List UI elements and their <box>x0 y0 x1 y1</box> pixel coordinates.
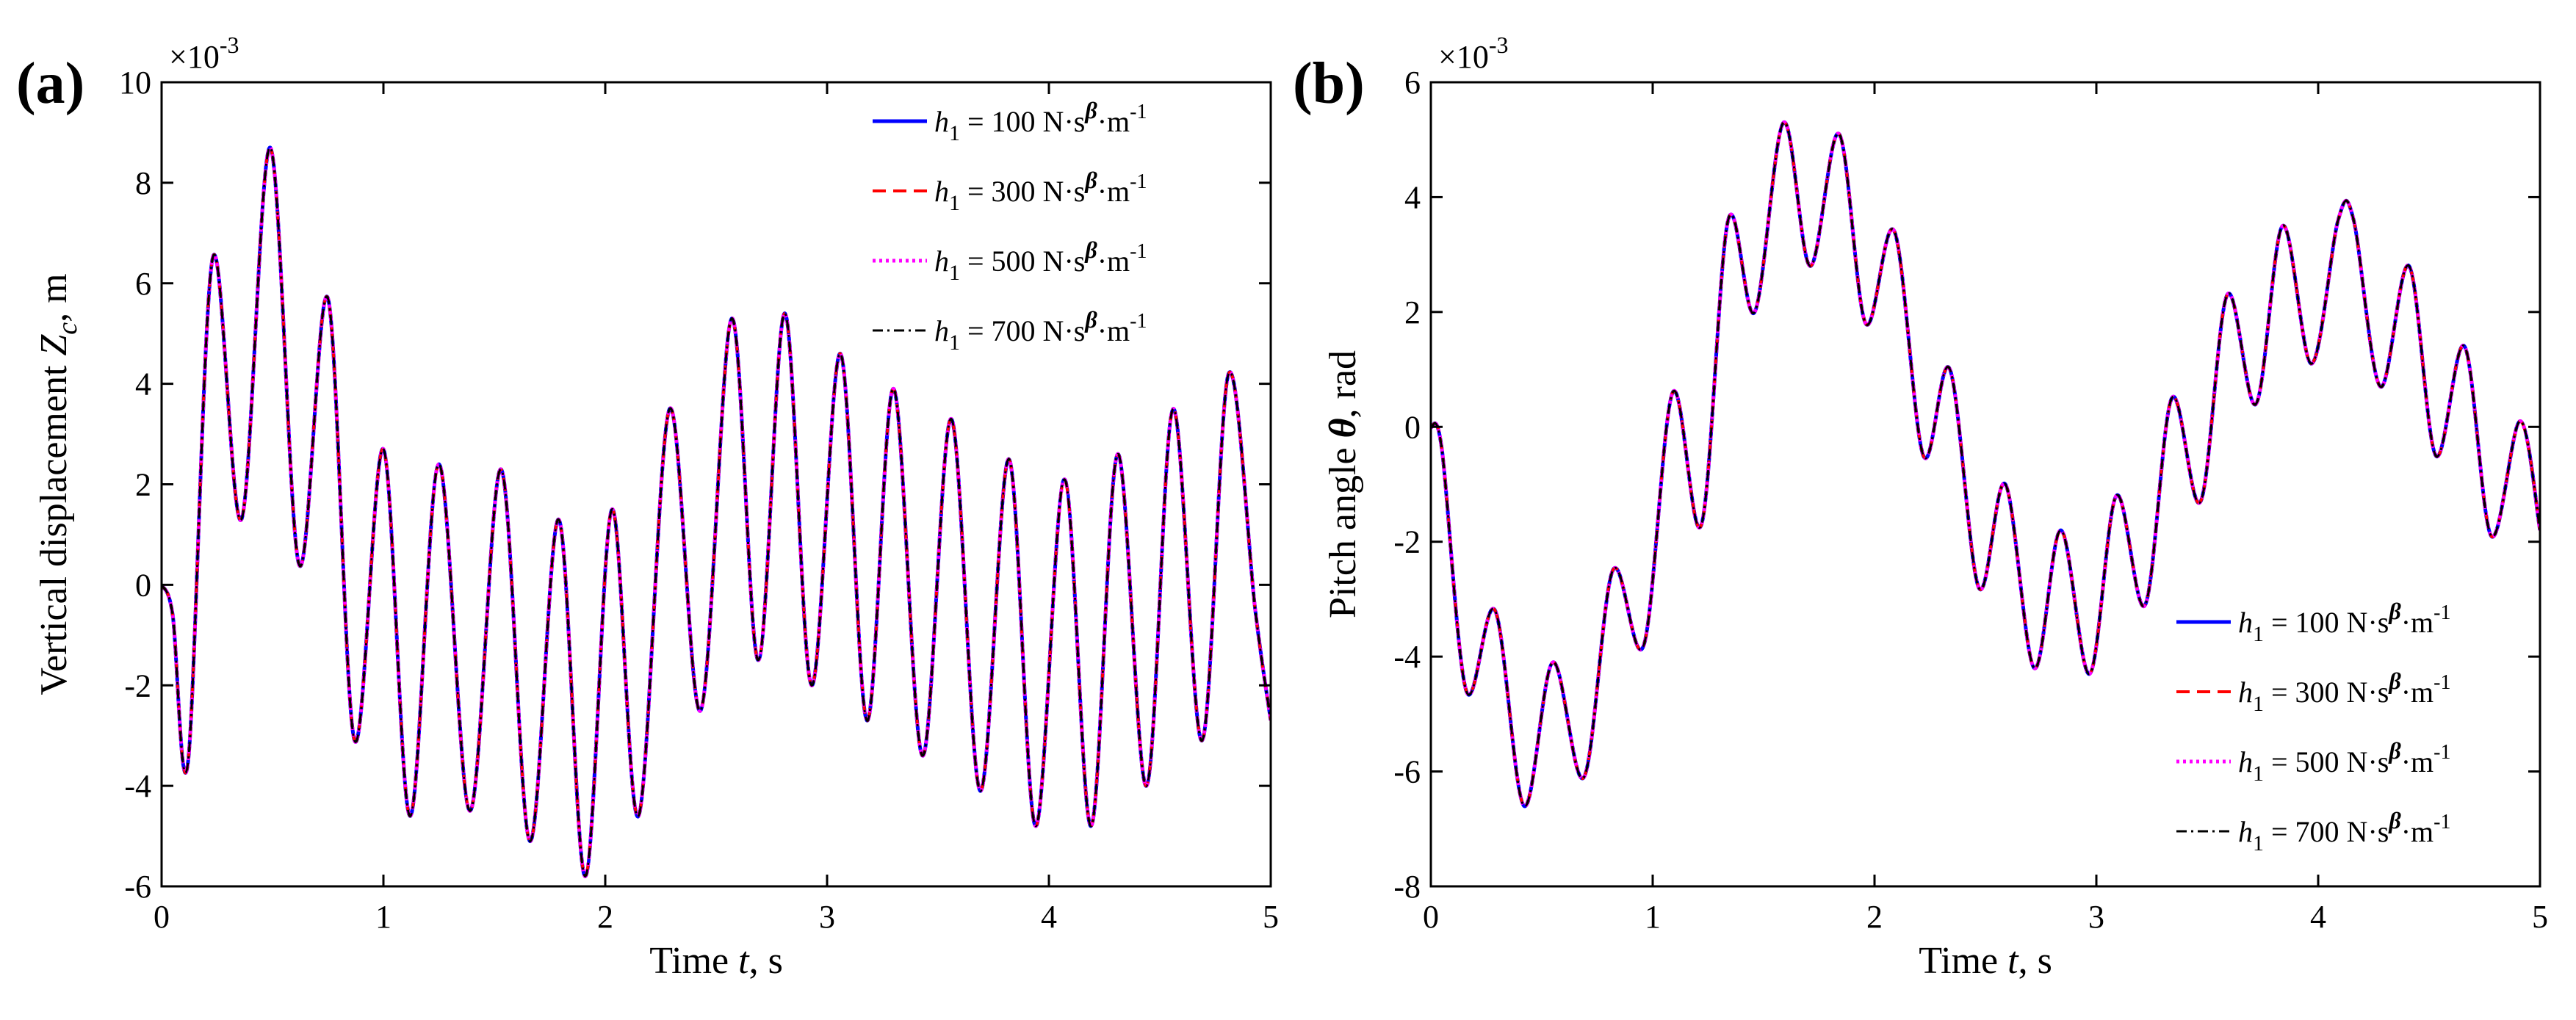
y-tick-label: 0 <box>1404 409 1421 445</box>
y-tick-label: 2 <box>1404 294 1421 330</box>
panel-label: (a) <box>16 51 84 116</box>
x-tick-label: 0 <box>154 899 170 935</box>
x-tick-label: 0 <box>1423 899 1439 935</box>
x-tick-label: 5 <box>2532 899 2548 935</box>
series-line-4 <box>1431 121 2540 808</box>
y-tick-label: -4 <box>124 768 151 804</box>
y-exponent-label: ×10-3 <box>169 32 239 75</box>
y-axis-label: Vertical displacement Zc, m <box>33 273 83 695</box>
plot-area <box>1431 82 2540 886</box>
x-tick-label: 4 <box>1041 899 1057 935</box>
legend-entry-1: h1 = 100 N·sβ·m-1 <box>934 97 1147 145</box>
legend-entry-2: h1 = 300 N·sβ·m-1 <box>934 167 1147 215</box>
y-tick-label: -4 <box>1393 639 1421 675</box>
y-tick-label: 6 <box>135 266 151 302</box>
legend-entry-4: h1 = 700 N·sβ·m-1 <box>2238 807 2451 856</box>
legend-entry-1: h1 = 100 N·sβ·m-1 <box>2238 598 2451 646</box>
x-tick-label: 2 <box>1866 899 1883 935</box>
y-tick-label: 6 <box>1404 65 1421 101</box>
y-tick-label: 0 <box>135 567 151 603</box>
x-tick-label: 2 <box>597 899 613 935</box>
x-axis-label: Time t, s <box>1919 940 2052 982</box>
series-group <box>1431 120 2540 809</box>
y-axis-label: Pitch angle θ, rad <box>1322 350 1364 618</box>
series-line-4 <box>162 146 1271 878</box>
legend: h1 = 100 N·sβ·m-1 h1 = 300 N·sβ·m-1 h1 = 5… <box>873 97 1147 355</box>
chart-panel-b: 0 1 2 3 4 5 -8 -6 -4 -2 0 2 4 6 ×10-3 Time t, s Pitch an… <box>1293 32 2548 982</box>
y-tick-label: 10 <box>119 65 151 101</box>
y-tick-label: -6 <box>124 869 151 905</box>
y-exponent-label: ×10-3 <box>1438 32 1508 75</box>
legend-entry-3: h1 = 500 N·sβ·m-1 <box>2238 737 2451 786</box>
y-tick-label: 8 <box>135 165 151 201</box>
x-axis-label: Time t, s <box>649 940 783 982</box>
y-tick-label: -6 <box>1393 754 1421 790</box>
x-tick-label: 5 <box>1263 899 1279 935</box>
y-tick-label: -8 <box>1393 869 1421 905</box>
x-tick-label: 3 <box>2088 899 2104 935</box>
legend-entry-4: h1 = 700 N·sβ·m-1 <box>934 306 1147 355</box>
y-tick-label: 4 <box>1404 179 1421 215</box>
x-tick-label: 1 <box>1645 899 1661 935</box>
series-group <box>162 145 1271 878</box>
y-tick-label: -2 <box>124 668 151 703</box>
x-tick-label: 1 <box>375 899 392 935</box>
legend-entry-3: h1 = 500 N·sβ·m-1 <box>934 236 1147 285</box>
y-tick-label: 2 <box>135 467 151 503</box>
chart-panel-a: 0 1 2 3 4 5 -6 -4 -2 0 2 4 6 8 10 ×10-3 Time t, s Vertica… <box>16 32 1279 982</box>
x-tick-label: 3 <box>819 899 835 935</box>
y-tick-label: 4 <box>135 366 151 402</box>
x-tick-label: 4 <box>2310 899 2326 935</box>
axes-frame <box>1429 81 2541 888</box>
panel-label: (b) <box>1293 51 1365 116</box>
y-tick-label: -2 <box>1393 524 1421 560</box>
legend: h1 = 100 N·sβ·m-1 h1 = 300 N·sβ·m-1 h1 = 5… <box>2176 598 2451 856</box>
legend-entry-2: h1 = 300 N·sβ·m-1 <box>2238 668 2451 716</box>
